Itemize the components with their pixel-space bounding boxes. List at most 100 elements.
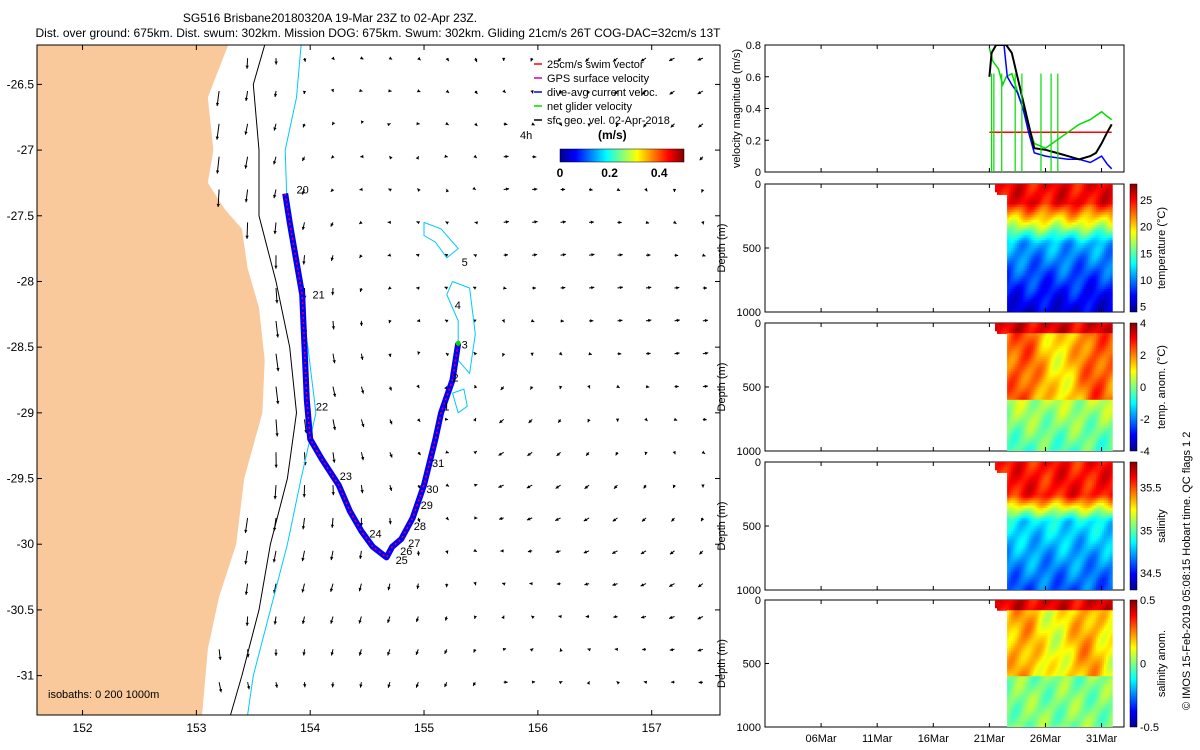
temp_anomaly-cell [1019, 340, 1022, 345]
temperature-cell [1075, 306, 1079, 311]
temp_anomaly-cell [1051, 348, 1055, 352]
temperature-cell [1045, 209, 1049, 213]
temp_anomaly-cell [1009, 374, 1012, 378]
temp_anomaly-cell [1053, 407, 1057, 411]
temp_anomaly-cell [1039, 440, 1042, 444]
temp_anomaly-cell [1043, 448, 1046, 451]
temp_anomaly-cell [1019, 417, 1022, 421]
day-label: 20 [297, 185, 309, 197]
temp_anomaly-cell [1053, 389, 1057, 393]
temp_anomaly-cell [1025, 356, 1028, 360]
temperature-cell [1093, 194, 1097, 198]
temperature-cell [1059, 276, 1063, 280]
temperature-cell [1083, 286, 1087, 290]
temperature-cell [1077, 237, 1081, 241]
temperature-cell [1015, 255, 1018, 259]
velocity-vector-head [444, 650, 448, 654]
temp_anomaly-cell [1049, 330, 1053, 334]
temperature-cell [1108, 242, 1111, 247]
temperature-cell [1077, 291, 1081, 295]
temperature-cell [1043, 184, 1046, 188]
temp_anomaly-cell [1063, 335, 1067, 339]
temp_anomaly-cell [1023, 433, 1026, 437]
temperature-cell [1045, 278, 1049, 282]
temperature-cell [1106, 227, 1109, 231]
temp_anomaly-cell [1061, 433, 1065, 437]
day-label: 25 [396, 555, 408, 567]
temperature-cell [1057, 194, 1061, 198]
temperature-cell [1087, 207, 1091, 211]
temp_anomaly-cell [1031, 364, 1034, 368]
temperature-cell [1029, 196, 1032, 200]
velocity-vector-head [444, 683, 448, 688]
temperature-cell [1015, 281, 1018, 285]
temp_anomaly-cell [1027, 335, 1030, 339]
temperature-cell [1043, 209, 1046, 213]
temperature-cell [1053, 230, 1057, 234]
temperature-cell [1051, 271, 1055, 275]
map-y-tick-label: -28.5 [7, 340, 35, 354]
temp_anomaly-cell [1061, 323, 1065, 327]
temperature-cell [1039, 296, 1042, 300]
temperature-cell [1047, 250, 1051, 254]
temperature-cell [1110, 304, 1113, 308]
temperature-cell [1057, 304, 1061, 308]
temperature-cell [1027, 271, 1030, 275]
temperature-cell [1091, 294, 1095, 298]
velocity-vector-head [590, 319, 594, 323]
temperature-cell [1091, 258, 1095, 262]
temperature-heatmap [995, 184, 1113, 312]
temperature-cell [1098, 265, 1101, 270]
temperature-cell [1047, 237, 1051, 241]
temperature-cell [1079, 289, 1083, 293]
temperature-cell [1061, 207, 1065, 211]
temperature-cell [1089, 255, 1093, 259]
temperature-cell [1051, 232, 1055, 236]
temp_anomaly-cell [1011, 430, 1014, 434]
temperature-cell [1089, 260, 1093, 264]
temp_anomaly-cell [1025, 420, 1028, 424]
temperature-cell [1025, 204, 1028, 208]
temperature-cell [1033, 189, 1036, 193]
temp_anomaly-cell [1041, 412, 1044, 416]
temp_anomaly-cell [1029, 351, 1032, 355]
velocity-vector-head [244, 199, 248, 203]
temp_anomaly-cell [1019, 435, 1022, 439]
temperature-cell [1100, 304, 1103, 308]
temperature-cell [1023, 219, 1026, 223]
temp_anomaly-cell [1069, 371, 1073, 375]
temperature-cell [1019, 281, 1022, 285]
temp_anomaly-cell [1037, 323, 1040, 327]
temp_anomaly-cell [1023, 384, 1026, 388]
temperature-cell [1110, 209, 1113, 213]
temperature-cell [1108, 268, 1111, 272]
temperature-cell [1013, 245, 1016, 249]
temp_anomaly-cell [1021, 417, 1024, 421]
temp_anomaly-cell [1021, 420, 1024, 424]
temp_anomaly-cell [1021, 379, 1024, 383]
temp_anomaly-cell [1047, 433, 1051, 437]
velocity-vector-head [587, 385, 591, 389]
temperature-cell [1023, 306, 1026, 311]
temperature-cell [1079, 184, 1083, 188]
temperature-cell [1083, 189, 1087, 193]
temperature-cell [1104, 217, 1107, 221]
temperature-cell [1067, 304, 1071, 308]
temperature-cell [1096, 283, 1099, 287]
temperature-cell [1017, 240, 1020, 244]
temperature-cell [1027, 263, 1030, 267]
temperature-cell [1091, 253, 1095, 257]
temperature-cell [999, 186, 1002, 190]
temperature-cell [1085, 237, 1089, 241]
temperature-cell [1104, 189, 1107, 193]
temperature-cell [1071, 209, 1075, 213]
temp_anomaly-cell [1021, 435, 1024, 439]
temperature-cell [1063, 184, 1067, 188]
temperature-cell [1051, 260, 1055, 264]
temperature-cell [1013, 212, 1016, 216]
temperature-cell [1045, 296, 1049, 300]
temperature-cell [1057, 227, 1061, 231]
temperature-cell [1091, 199, 1095, 203]
temp_anomaly-cell [1007, 343, 1010, 347]
temp_anomaly-cell [1019, 410, 1022, 414]
